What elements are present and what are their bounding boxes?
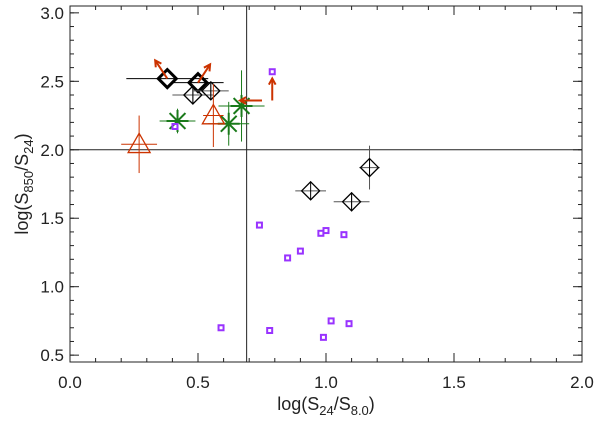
square-marker: [266, 327, 274, 335]
square-marker: [296, 247, 304, 255]
triangle-marker: [126, 131, 152, 154]
x-tick-label: 2.0: [570, 373, 594, 392]
square-marker: [171, 122, 179, 130]
y-tick-label: 1.5: [40, 209, 64, 228]
square-marker: [340, 231, 348, 239]
y-tick-label: 2.0: [40, 141, 64, 160]
x-tick-label: 1.5: [442, 373, 466, 392]
series-diamond-bold: [126, 67, 224, 94]
limit-arrow-head: [154, 58, 162, 68]
y-tick-label: 1.0: [40, 278, 64, 297]
diamond-marker: [156, 67, 179, 90]
y-tick-label: 0.5: [40, 346, 64, 365]
x-tick-label: 0.5: [186, 373, 210, 392]
square-marker: [217, 324, 225, 332]
square-marker: [319, 333, 327, 341]
square-marker: [322, 227, 330, 235]
limit-arrow-shaft: [154, 59, 169, 80]
square-marker: [327, 317, 335, 325]
plot-frame: [69, 5, 583, 363]
series-diamond: [172, 80, 380, 212]
x-tick-label: 1.0: [314, 373, 338, 392]
asterisk-marker-stroke: [220, 115, 238, 133]
x-axis-title: log(S24/S8.0): [277, 394, 375, 418]
y-tick-label: 3.0: [40, 4, 64, 23]
triangle-marker: [201, 103, 226, 125]
tick-labels: 0.0 0.5 1.0 1.5 2.0 0.5 1.0 1.5 2.0 2.5 3.0: [40, 4, 593, 392]
y-axis-title: log(S850/S24): [12, 133, 36, 234]
series-square: [171, 68, 353, 341]
reference-lines: [70, 6, 582, 362]
series-limit-arrow: [154, 58, 277, 105]
axis-ticks: [69, 6, 583, 362]
y-tick-label: 2.5: [40, 72, 64, 91]
limit-arrow-shaft: [197, 63, 211, 84]
square-marker: [268, 68, 276, 76]
square-marker: [255, 221, 263, 229]
data-marks: [121, 58, 380, 341]
limit-arrow-head: [203, 62, 212, 72]
x-tick-label: 0.0: [58, 373, 82, 392]
limit-arrow-head: [237, 96, 247, 105]
square-marker: [284, 254, 292, 262]
square-marker: [345, 320, 353, 328]
limit-arrow-head: [268, 76, 277, 86]
series-triangle: [121, 84, 226, 174]
